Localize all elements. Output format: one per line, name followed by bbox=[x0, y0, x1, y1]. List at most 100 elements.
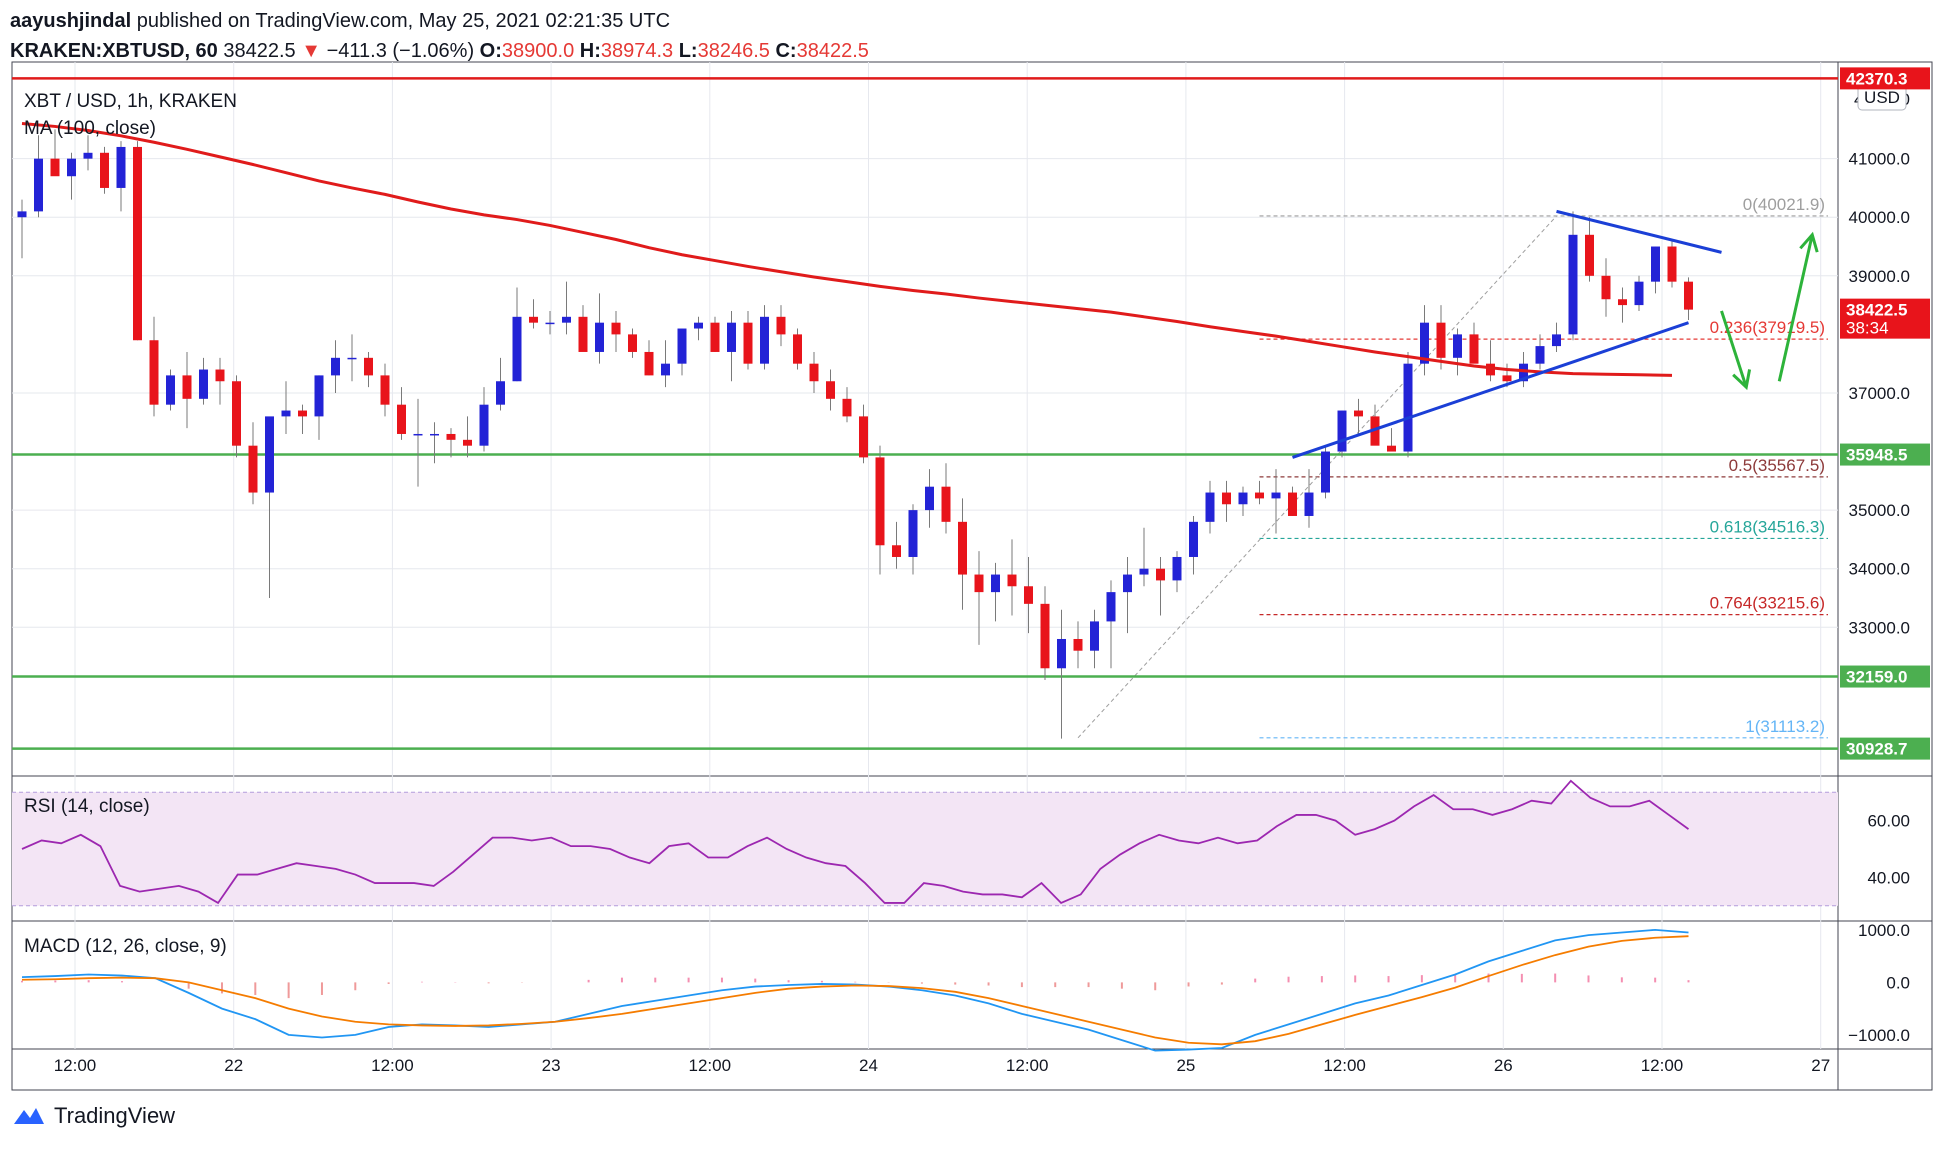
candle-body[interactable] bbox=[248, 445, 258, 493]
candle-body[interactable] bbox=[166, 375, 175, 405]
candle-body[interactable] bbox=[677, 328, 687, 364]
candle-body[interactable] bbox=[908, 510, 918, 557]
candle-body[interactable] bbox=[743, 322, 753, 364]
candle-body[interactable] bbox=[644, 351, 654, 376]
candle-body[interactable] bbox=[133, 146, 142, 341]
forecast-arrow[interactable] bbox=[1777, 234, 1814, 382]
candle-body[interactable] bbox=[1667, 246, 1677, 282]
forecast-arrow[interactable] bbox=[1720, 310, 1748, 388]
candle-body[interactable] bbox=[892, 545, 901, 557]
footer-brand[interactable]: TradingView bbox=[12, 1103, 175, 1129]
candle-body[interactable] bbox=[760, 316, 769, 364]
candle-body[interactable] bbox=[1436, 322, 1446, 358]
candle-body[interactable] bbox=[578, 316, 588, 352]
candle-body[interactable] bbox=[496, 381, 505, 405]
candle-body[interactable] bbox=[545, 322, 555, 325]
candle-body[interactable] bbox=[1238, 492, 1248, 505]
candle-body[interactable] bbox=[17, 211, 27, 218]
candle-body[interactable] bbox=[842, 398, 852, 417]
candle-body[interactable] bbox=[34, 158, 43, 212]
candle-body[interactable] bbox=[364, 357, 373, 376]
candle-body[interactable] bbox=[149, 340, 159, 405]
candle-body[interactable] bbox=[1651, 246, 1660, 282]
candle-body[interactable] bbox=[83, 152, 93, 159]
candle-body[interactable] bbox=[1024, 586, 1033, 604]
candle-body[interactable] bbox=[1073, 638, 1083, 651]
candle-body[interactable] bbox=[1172, 556, 1182, 581]
candle-body[interactable] bbox=[941, 486, 951, 522]
candle-body[interactable] bbox=[199, 369, 208, 399]
candle-body[interactable] bbox=[991, 574, 1000, 593]
candle-body[interactable] bbox=[1634, 281, 1644, 306]
candle-body[interactable] bbox=[446, 433, 456, 440]
candle-body[interactable] bbox=[182, 375, 192, 399]
candle-body[interactable] bbox=[1502, 375, 1512, 382]
candle-body[interactable] bbox=[859, 416, 868, 458]
candle-body[interactable] bbox=[1090, 621, 1099, 651]
candle-body[interactable] bbox=[479, 404, 489, 446]
candle-body[interactable] bbox=[1189, 521, 1198, 557]
candle-body[interactable] bbox=[347, 357, 357, 360]
author-name[interactable]: aayushjindal bbox=[10, 10, 132, 32]
candle-body[interactable] bbox=[314, 375, 324, 417]
candle-body[interactable] bbox=[1106, 592, 1116, 622]
candle-body[interactable] bbox=[413, 433, 423, 436]
candle-body[interactable] bbox=[793, 334, 802, 364]
candle-body[interactable] bbox=[1568, 234, 1578, 335]
candle-body[interactable] bbox=[1007, 574, 1017, 587]
candle-body[interactable] bbox=[958, 521, 967, 575]
candle-body[interactable] bbox=[397, 404, 406, 434]
candle-body[interactable] bbox=[562, 316, 571, 323]
candle-body[interactable] bbox=[1222, 492, 1231, 505]
candle-body[interactable] bbox=[1552, 334, 1561, 347]
candle-body[interactable] bbox=[1123, 574, 1132, 593]
candle-body[interactable] bbox=[1403, 363, 1413, 452]
candle-body[interactable] bbox=[281, 410, 291, 417]
candle-body[interactable] bbox=[1453, 334, 1462, 358]
candle-body[interactable] bbox=[1288, 492, 1297, 516]
candle-body[interactable] bbox=[116, 146, 126, 188]
candle-body[interactable] bbox=[1337, 410, 1347, 452]
candle-body[interactable] bbox=[1684, 281, 1693, 310]
candle-body[interactable] bbox=[875, 457, 885, 546]
candle-body[interactable] bbox=[1255, 492, 1264, 499]
candle-body[interactable] bbox=[100, 152, 109, 188]
candle-body[interactable] bbox=[710, 322, 720, 352]
macd-line[interactable] bbox=[21, 928, 1689, 1052]
candle-body[interactable] bbox=[529, 316, 538, 323]
candle-body[interactable] bbox=[298, 410, 307, 417]
candle-body[interactable] bbox=[1585, 234, 1594, 276]
candle-body[interactable] bbox=[1304, 492, 1314, 516]
candle-body[interactable] bbox=[611, 322, 621, 335]
candle-body[interactable] bbox=[1057, 638, 1066, 669]
candle-body[interactable] bbox=[463, 439, 472, 446]
candle-body[interactable] bbox=[925, 486, 934, 511]
candle-body[interactable] bbox=[331, 357, 340, 376]
candle-body[interactable] bbox=[974, 574, 984, 593]
candle-body[interactable] bbox=[1535, 346, 1545, 364]
candle-body[interactable] bbox=[430, 433, 439, 436]
candle-body[interactable] bbox=[1519, 363, 1528, 382]
candle-body[interactable] bbox=[661, 363, 670, 376]
candle-body[interactable] bbox=[1618, 299, 1627, 306]
candle-body[interactable] bbox=[776, 316, 786, 335]
candle-body[interactable] bbox=[67, 158, 76, 177]
candle-body[interactable] bbox=[1354, 410, 1363, 417]
candle-body[interactable] bbox=[809, 363, 819, 382]
candle-body[interactable] bbox=[826, 381, 835, 399]
candle-body[interactable] bbox=[1156, 568, 1165, 581]
candle-body[interactable] bbox=[595, 322, 604, 352]
candle-body[interactable] bbox=[512, 316, 522, 382]
candle-body[interactable] bbox=[215, 369, 225, 382]
candle-body[interactable] bbox=[727, 322, 736, 352]
candle-body[interactable] bbox=[1601, 275, 1611, 300]
candle-body[interactable] bbox=[1271, 492, 1281, 499]
macd-signal-line[interactable] bbox=[21, 935, 1689, 1046]
candle-body[interactable] bbox=[628, 334, 637, 352]
trendline[interactable] bbox=[1292, 321, 1689, 459]
candle-body[interactable] bbox=[1139, 568, 1149, 575]
candle-body[interactable] bbox=[1486, 363, 1495, 376]
candle-body[interactable] bbox=[694, 322, 703, 329]
candle-body[interactable] bbox=[1321, 451, 1330, 493]
